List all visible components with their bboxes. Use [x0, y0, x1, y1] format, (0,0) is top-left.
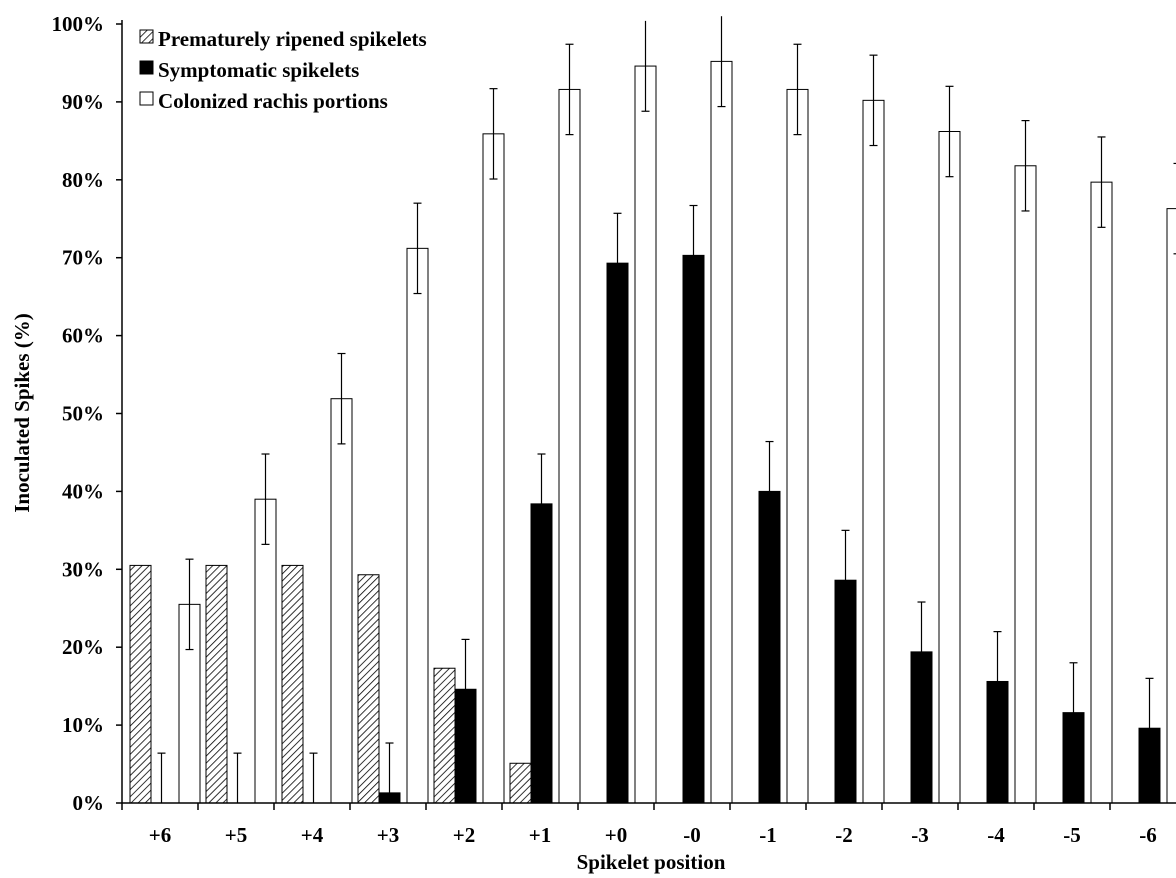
bar-0-1: [205, 564, 228, 804]
bar-2-9: [862, 99, 885, 804]
y-tick-label-4: 40%: [62, 479, 104, 503]
x-axis-title: Spikelet position: [577, 850, 726, 874]
bar-1-7: [682, 254, 705, 804]
x-tick-label-0: +6: [149, 823, 171, 847]
bar-2-8: [786, 88, 809, 804]
bar-0-5: [509, 762, 532, 804]
legend-swatch-0: [139, 29, 154, 44]
y-tick-label-2: 20%: [62, 635, 104, 659]
legend-label-1: Symptomatic spikelets: [158, 58, 359, 82]
y-tick-label-0: 0%: [73, 791, 105, 815]
bar-2-10: [938, 131, 961, 804]
x-tick-label-6: +0: [605, 823, 627, 847]
bar-0-3: [357, 574, 380, 804]
x-tick-label-9: -2: [835, 823, 853, 847]
y-tick-label-5: 50%: [62, 402, 104, 426]
x-tick-label-5: +1: [529, 823, 551, 847]
x-tick-label-1: +5: [225, 823, 247, 847]
bar-2-13: [1166, 208, 1176, 804]
bar-2-5: [558, 88, 581, 804]
x-tick-label-8: -1: [759, 823, 777, 847]
plot-area: [129, 16, 1176, 804]
bar-2-3: [406, 247, 429, 804]
bar-0-4: [433, 667, 456, 804]
x-tick-label-2: +4: [301, 823, 324, 847]
legend-label-2: Colonized rachis portions: [158, 89, 388, 113]
x-tick-label-13: -6: [1139, 823, 1157, 847]
bar-2-12: [1090, 181, 1113, 804]
bar-2-11: [1014, 165, 1037, 804]
y-tick-label-9: 90%: [62, 90, 104, 114]
x-tick-label-11: -4: [987, 823, 1005, 847]
legend-swatch-2: [139, 91, 154, 106]
bar-2-4: [482, 133, 505, 804]
x-tick-label-7: -0: [683, 823, 701, 847]
bar-2-7: [710, 60, 733, 804]
bar-0-2: [281, 564, 304, 804]
legend-swatch-1: [139, 60, 154, 75]
y-tick-label-7: 70%: [62, 246, 104, 270]
y-tick-label-3: 30%: [62, 557, 104, 581]
bar-2-6: [634, 65, 657, 804]
x-tick-label-4: +2: [453, 823, 475, 847]
x-tick-label-3: +3: [377, 823, 399, 847]
y-axis-title: Inoculated Spikes (%): [10, 313, 34, 513]
y-tick-label-8: 80%: [62, 168, 104, 192]
x-tick-label-10: -3: [911, 823, 929, 847]
legend-label-0: Prematurely ripened spikelets: [158, 27, 427, 51]
y-tick-label-6: 60%: [62, 324, 104, 348]
axes: 0% 10% 20% 30% 40% 50% 60% 70% 80% 90% 100% +6 +5 +4 +…: [52, 12, 1176, 847]
y-tick-label-10: 100%: [52, 12, 105, 36]
bar-0-0: [129, 564, 152, 804]
y-tick-label-1: 10%: [62, 713, 104, 737]
x-tick-label-12: -5: [1063, 823, 1081, 847]
bar-1-6: [606, 262, 629, 804]
bar-2-2: [330, 398, 353, 804]
legend: Prematurely ripened spikelets Symptomatic…: [139, 27, 427, 113]
